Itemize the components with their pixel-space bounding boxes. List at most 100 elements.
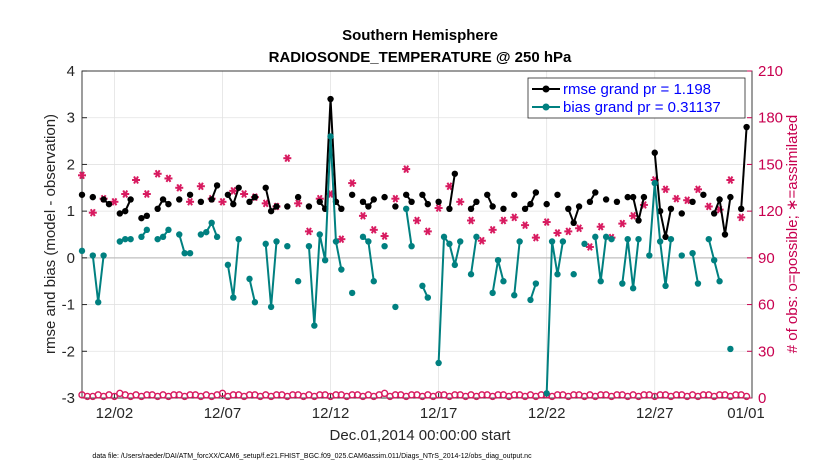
obs-assimilated-stroke [435,204,442,212]
footer-data-file: data file: /Users/raeder/DAI/ATM_forcXX/… [92,453,532,460]
obs-assimilated-marker [564,227,573,236]
obs-assimilated-marker [121,190,130,198]
bias-line-segment [621,239,640,289]
bias-point [305,242,313,250]
rmse-point [262,184,269,191]
obs-assimilated-marker [726,176,735,184]
rmse-point [640,193,648,201]
bias-point [127,235,134,243]
bias-point [89,252,97,259]
x-tick-label: 12/07 [204,405,242,422]
rmse-point [743,123,750,131]
bias-point [116,238,124,245]
rmse-point [176,196,183,203]
bias-point [435,359,442,367]
obs-assimilated-marker [369,225,378,234]
obs-assimilated-stroke [370,225,377,234]
rmse-line-segment [653,152,672,238]
rmse-point [305,203,313,210]
bias-point [316,231,323,238]
obs-assimilated-marker [402,165,411,174]
y-tick-label: 1 [67,203,75,220]
chart-subtitle: RADIOSONDE_TEMPERATURE @ 250 hPa [269,49,572,66]
rmse-point [484,191,491,198]
obs-assimilated-stroke [306,227,312,236]
x-tick-label: 12/22 [528,405,566,422]
rmse-point [105,200,113,208]
y-axis-label: rmse and bias (model - observation) [42,114,59,354]
rmse-point [143,212,151,220]
y-tick-label: -3 [62,390,75,407]
obs-assimilated-marker [391,194,400,203]
rmse-line-segment [713,195,732,235]
bias-point [619,280,626,287]
rmse-point [532,189,540,196]
obs-assimilated-marker [110,197,119,206]
obs-assimilated-stroke [446,182,453,191]
rmse-point [78,191,86,198]
rmse-point [635,217,642,224]
obs-possible-marker [742,392,751,401]
obs-assimilated-marker [153,169,162,178]
rmse-point [602,196,610,203]
obs-assimilated-marker [553,228,562,237]
series-lines [78,95,750,397]
bias-point [608,235,615,243]
obs-assimilated-stroke [122,190,129,198]
obs-count-markers [78,154,751,401]
obs-assimilated-marker [218,197,227,206]
bias-point [246,275,253,283]
rmse-point [327,95,334,103]
obs-assimilated-marker [477,236,486,245]
bias-point [527,296,534,304]
obs-assimilated-marker [348,179,357,188]
bias-point [365,238,372,245]
bias-point [727,345,734,353]
bias-point [321,256,329,264]
y-right-tick-label: 120 [758,203,783,220]
legend-bias-label: bias grand pr = 0.31137 [563,99,721,116]
bias-point [424,294,432,301]
obs-assimilated-marker [78,171,86,180]
obs-assimilated-stroke [403,165,410,174]
rmse-point [473,198,480,205]
bias-line-segment [491,259,505,294]
bias-line-segment [264,241,278,307]
rmse-point [246,198,253,205]
obs-assimilated-stroke [522,221,528,230]
rmse-point [251,193,259,201]
y-right-tick-label: 150 [758,156,783,173]
bias-point [548,238,556,245]
bias-line-segment [248,278,256,303]
obs-assimilated-stroke [662,185,669,194]
bias-point [689,249,696,257]
bias-point [213,233,221,241]
bias-point [532,280,540,287]
obs-assimilated-marker [510,213,519,222]
rmse-point [267,207,275,215]
bias-point [181,249,188,257]
bias-line-segment [691,253,699,284]
obs-assimilated-marker [542,218,551,227]
rmse-point [467,205,475,213]
rmse-point [284,203,291,210]
bias-point [159,233,167,241]
bias-point [440,233,448,241]
obs-assimilated-marker [531,233,540,242]
bias-line-segment [513,241,521,296]
obs-assimilated-marker [142,190,151,198]
obs-assimilated-marker [618,219,627,228]
bias-point [554,271,561,278]
obs-assimilated-stroke [176,183,183,192]
bias-line-segment [594,235,612,282]
obs-assimilated-stroke [587,242,593,251]
x-tick-label: 12/02 [96,405,134,422]
bias-point [500,278,507,285]
obs-assimilated-stroke [468,216,474,225]
rmse-line-segment [627,196,645,221]
obs-assimilated-marker [629,211,638,220]
obs-assimilated-marker [467,216,476,225]
bias-point [370,278,377,285]
bias-point [348,289,356,297]
obs-assimilated-stroke [230,186,237,195]
